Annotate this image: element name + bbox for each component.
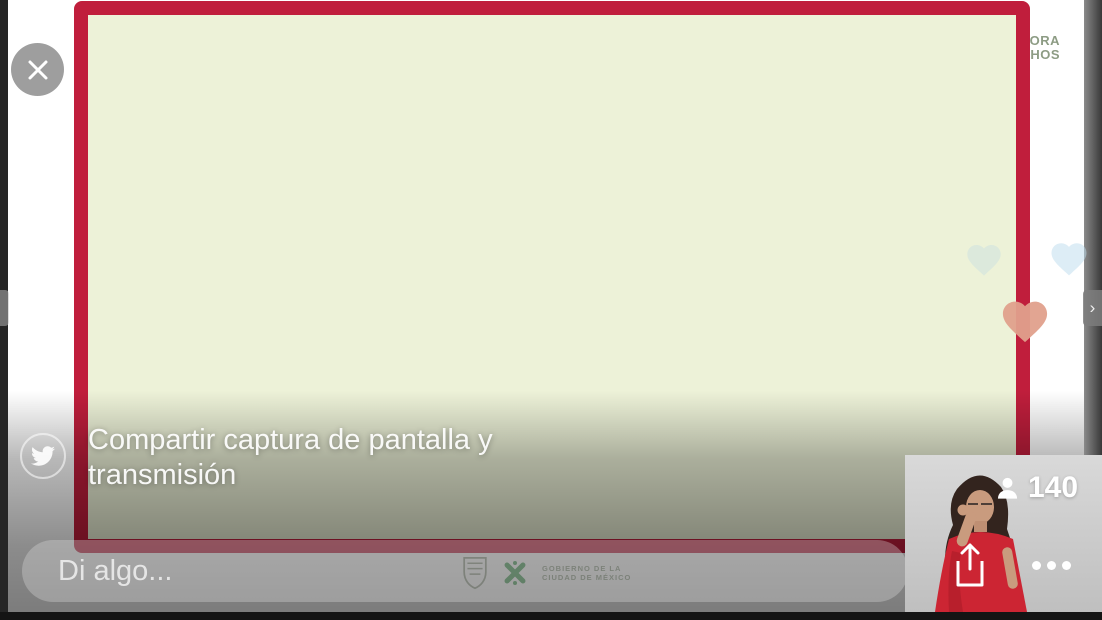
share-caption: Compartir captura de pantalla y transmisi… — [88, 424, 493, 491]
close-icon — [28, 60, 47, 79]
chevron-right-icon: › — [1089, 298, 1096, 317]
more-options-button[interactable] — [1032, 561, 1071, 570]
viewer-person-icon — [997, 477, 1018, 499]
twitter-share-badge[interactable] — [20, 433, 66, 479]
dot-icon — [1032, 561, 1041, 570]
share-button[interactable] — [948, 541, 992, 591]
bottom-letterbox — [0, 612, 1102, 620]
twitter-bird-icon — [31, 446, 55, 466]
close-button[interactable] — [11, 43, 64, 96]
dot-icon — [1047, 561, 1056, 570]
next-slide-button[interactable]: › — [1083, 290, 1102, 326]
viewer-count: 140 — [1028, 471, 1079, 504]
dot-icon — [1062, 561, 1071, 570]
viewer-count-badge[interactable]: 140 — [994, 471, 1078, 505]
share-upload-icon — [956, 543, 984, 587]
previous-slide-button[interactable] — [0, 290, 9, 326]
chat-input[interactable] — [56, 553, 827, 589]
chat-input-pill[interactable] — [22, 540, 908, 602]
